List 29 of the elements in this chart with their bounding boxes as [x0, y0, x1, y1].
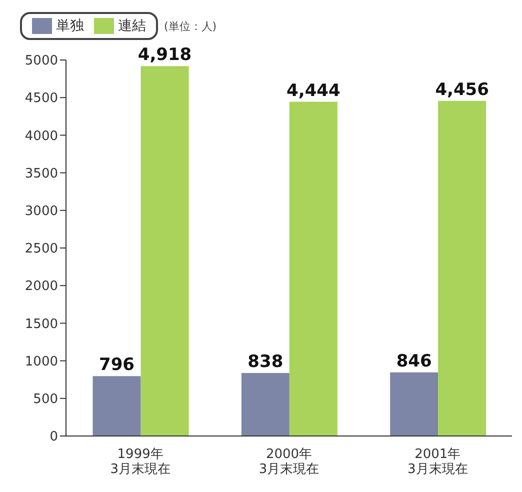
x-tick-label: 2001年 3月末現在 [408, 447, 468, 477]
y-tick-label: 2000 [24, 279, 58, 294]
x-tick-label: 1999年 3月末現在 [110, 447, 170, 477]
text: (単位：人) [164, 18, 217, 34]
y-tick-label: 4500 [24, 91, 58, 106]
y-tick-label: 500 [33, 392, 58, 408]
data-label: 838 [248, 352, 284, 372]
bar [140, 66, 189, 436]
bar [241, 372, 290, 436]
y-tick-label: 0 [50, 430, 58, 445]
y-tick-label: 5000 [24, 54, 58, 69]
y-tick-label: 2500 [24, 242, 58, 257]
y-tick-label: 4000 [24, 128, 58, 144]
data-label: 4,918 [138, 45, 192, 66]
bar [438, 100, 486, 436]
y-tick-label: 3500 [24, 166, 58, 182]
y-tick-label: 1000 [24, 354, 58, 370]
bar [289, 102, 338, 436]
bar [390, 372, 438, 436]
legend-label: 単独 [55, 17, 84, 35]
y-tick-label: 3000 [24, 204, 58, 220]
legend-label: 連結 [117, 17, 146, 35]
data-label: 846 [396, 351, 432, 372]
y-tick-label: 1500 [24, 316, 58, 332]
x-tick-label: 2000年 3月末現在 [258, 447, 320, 477]
data-label: 4,456 [435, 80, 489, 100]
data-label: 4,444 [286, 80, 340, 101]
bar [92, 376, 141, 436]
data-label: 796 [99, 355, 135, 376]
